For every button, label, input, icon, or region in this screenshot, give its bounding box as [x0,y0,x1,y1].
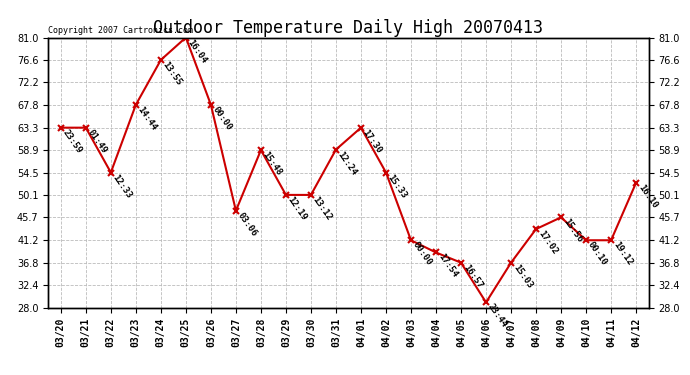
Text: Copyright 2007 Cartronics.com: Copyright 2007 Cartronics.com [48,26,193,35]
Text: 12:19: 12:19 [286,195,308,222]
Text: 23:44: 23:44 [486,302,509,330]
Text: 16:04: 16:04 [186,38,208,64]
Title: Outdoor Temperature Daily High 20070413: Outdoor Temperature Daily High 20070413 [153,20,544,38]
Text: 19:12: 19:12 [611,240,634,267]
Text: 12:24: 12:24 [336,150,359,177]
Text: 13:12: 13:12 [311,195,334,222]
Text: 12:33: 12:33 [111,172,134,200]
Text: 17:30: 17:30 [361,128,384,155]
Text: 16:10: 16:10 [636,183,659,210]
Text: 16:57: 16:57 [461,262,484,290]
Text: 15:33: 15:33 [386,172,408,200]
Text: 01:49: 01:49 [86,128,108,155]
Text: 00:00: 00:00 [211,105,234,132]
Text: 13:55: 13:55 [161,60,184,87]
Text: 17:02: 17:02 [536,229,559,256]
Text: 15:48: 15:48 [261,150,284,177]
Text: 23:59: 23:59 [61,128,83,155]
Text: 14:44: 14:44 [136,105,159,132]
Text: 00:00: 00:00 [411,240,434,267]
Text: 15:03: 15:03 [511,262,534,290]
Text: 03:06: 03:06 [236,211,259,238]
Text: 00:10: 00:10 [586,240,609,267]
Text: 15:56: 15:56 [561,217,584,244]
Text: 17:54: 17:54 [436,252,459,280]
